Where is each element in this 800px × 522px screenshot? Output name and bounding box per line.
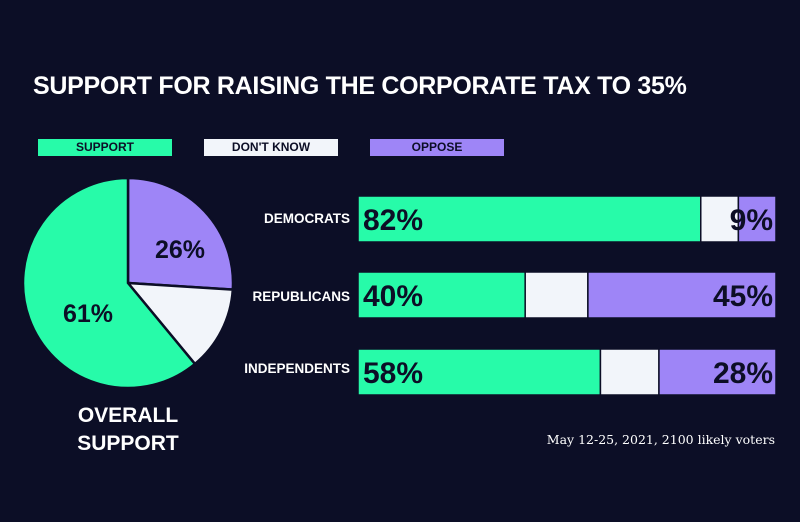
- legend-support: SUPPORT: [38, 139, 172, 156]
- bar-democrats-oppose: [737, 195, 777, 243]
- bar-independents-support: [357, 348, 602, 396]
- pie-slice-don-t-know: [125, 281, 235, 366]
- legend-oppose: OPPOSE: [370, 139, 504, 156]
- bar-republicans-don-t-know: [524, 271, 589, 319]
- bar-republicans-support: [357, 271, 526, 319]
- pie-slice-oppose: [126, 176, 235, 291]
- stacked-bar-chart: 82% 9% 40% 45% 58% 28%: [357, 195, 777, 396]
- bar-label-republicans-oppose: 45%: [713, 280, 773, 313]
- footnote: May 12-25, 2021, 2100 likely voters: [546, 432, 775, 447]
- pie-label-support: 61%: [63, 300, 113, 328]
- bar-republicans-oppose: [587, 271, 777, 319]
- legend-dont-know: DON'T KNOW: [204, 139, 338, 156]
- pie-chart: 61% 26%: [21, 176, 235, 390]
- pie-label-oppose: 26%: [155, 236, 205, 264]
- bar-independents-oppose: [658, 348, 777, 396]
- pie-slice-support: [21, 176, 197, 390]
- bar-label-independents-oppose: 28%: [713, 357, 773, 390]
- category-label-independents: INDEPENDENTS: [244, 361, 350, 376]
- chart-title: SUPPORT FOR RAISING THE CORPORATE TAX TO…: [33, 72, 687, 100]
- pie-caption: OVERALL SUPPORT: [68, 402, 188, 458]
- category-label-democrats: DEMOCRATS: [264, 211, 350, 226]
- bar-label-democrats-oppose: 9%: [730, 204, 773, 237]
- bar-democrats-don-t-know: [700, 195, 740, 243]
- category-label-republicans: REPUBLICANS: [252, 289, 350, 304]
- bar-independents-don-t-know: [599, 348, 660, 396]
- bar-label-independents-support: 58%: [363, 357, 423, 390]
- bar-democrats-support: [357, 195, 702, 243]
- pie-caption-line2: SUPPORT: [77, 432, 179, 455]
- bar-label-republicans-support: 40%: [363, 280, 423, 313]
- bar-label-democrats-support: 82%: [363, 204, 423, 237]
- pie-caption-line1: OVERALL: [77, 404, 179, 427]
